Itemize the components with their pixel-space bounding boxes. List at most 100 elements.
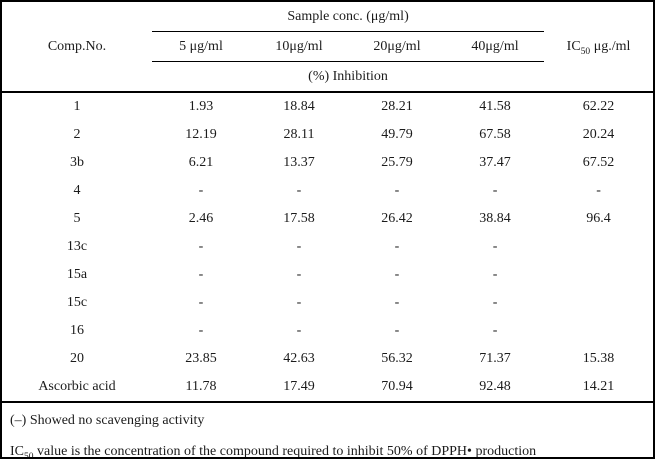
ic50-cell: 67.52 bbox=[582, 155, 615, 170]
ic50-cell: 14.21 bbox=[544, 373, 653, 403]
table-row: 5 2.46 17.58 26.42 38.84 96.4 bbox=[2, 205, 653, 233]
value-cell: 56.32 bbox=[381, 351, 413, 366]
table-row: 4 - - - - - bbox=[2, 177, 653, 205]
value-cell: - bbox=[296, 295, 302, 310]
comp-cell: 13c bbox=[66, 239, 88, 254]
value-cell: 37.47 bbox=[479, 155, 511, 170]
value-cell: 23.85 bbox=[185, 351, 217, 366]
value-cell: - bbox=[394, 183, 400, 198]
comp-cell: 20 bbox=[70, 351, 84, 366]
table-row: 16 - - - - bbox=[2, 317, 653, 345]
ic50-unit: μg./ml bbox=[590, 38, 631, 54]
value-cell: 67.58 bbox=[479, 127, 511, 142]
value-cell: 25.79 bbox=[381, 155, 413, 170]
value-cell: 41.58 bbox=[479, 99, 511, 114]
ic50-text: IC bbox=[566, 38, 581, 54]
comp-cell: 16 bbox=[70, 323, 84, 338]
footnote-no-activity: (–) Showed no scavenging activity bbox=[10, 413, 205, 428]
footnote-ic50-prefix: IC bbox=[10, 444, 24, 459]
ic50-cell: - bbox=[596, 183, 601, 198]
table-body: 1 1.93 18.84 28.21 41.58 62.22 2 12.19 2… bbox=[2, 92, 653, 403]
table-row: 15c - - - - bbox=[2, 289, 653, 317]
value-cell: 18.84 bbox=[283, 99, 315, 114]
comp-cell: 15c bbox=[66, 295, 88, 310]
comp-cell: 5 bbox=[73, 211, 81, 226]
table-row: Ascorbic acid 11.78 17.49 70.94 92.48 14… bbox=[2, 373, 653, 403]
value-cell: - bbox=[198, 239, 204, 254]
column-header-comp-no: Comp.No. bbox=[2, 2, 152, 93]
comp-cell: 2 bbox=[73, 127, 81, 142]
table-row: 1 1.93 18.84 28.21 41.58 62.22 bbox=[2, 92, 653, 121]
value-cell: - bbox=[394, 239, 400, 254]
ic50-cell: 15.38 bbox=[582, 351, 615, 366]
ic50-cell: 62.22 bbox=[582, 99, 615, 114]
comp-cell: 15a bbox=[66, 267, 88, 282]
value-cell: - bbox=[296, 323, 302, 338]
value-cell: 71.37 bbox=[479, 351, 511, 366]
value-cell: - bbox=[492, 239, 498, 254]
footnote-ic50-definition: IC50 value is the concentration of the c… bbox=[10, 443, 643, 459]
value-cell: - bbox=[198, 323, 204, 338]
value-cell: - bbox=[296, 239, 302, 254]
value-cell: 28.11 bbox=[283, 127, 315, 142]
value-cell: - bbox=[492, 295, 498, 310]
value-cell: 17.49 bbox=[250, 373, 348, 403]
table-row: 2 12.19 28.11 49.79 67.58 20.24 bbox=[2, 121, 653, 149]
column-header-conc-40: 40μg/ml bbox=[446, 31, 545, 62]
header-row-inhibition: (%) Inhibition bbox=[2, 61, 653, 93]
value-cell: 13.37 bbox=[283, 155, 315, 170]
table-footnotes: (–) Showed no scavenging activity IC50 v… bbox=[2, 403, 653, 459]
value-cell: 42.63 bbox=[283, 351, 315, 366]
value-cell: 70.94 bbox=[348, 373, 446, 403]
comp-cell: Ascorbic acid bbox=[2, 373, 152, 403]
inhibition-label: (%) Inhibition bbox=[152, 61, 545, 93]
value-cell: 11.78 bbox=[152, 373, 250, 403]
value-cell: 12.19 bbox=[185, 127, 217, 142]
value-cell: 92.48 bbox=[446, 373, 545, 403]
ic50-cell bbox=[544, 317, 653, 345]
table-header: Comp.No. Sample conc. (μg/ml) IC50 μg./m… bbox=[2, 2, 653, 93]
value-cell: - bbox=[394, 295, 400, 310]
value-cell: 26.42 bbox=[381, 211, 413, 226]
value-cell: - bbox=[394, 323, 400, 338]
footnote-ic50-text: value is the concentration of the compou… bbox=[33, 444, 537, 459]
ic50-cell: 96.4 bbox=[586, 211, 611, 226]
value-cell: - bbox=[198, 267, 204, 282]
column-header-conc-20: 20μg/ml bbox=[348, 31, 446, 62]
value-cell: 2.46 bbox=[188, 211, 214, 226]
ic50-cell: 20.24 bbox=[582, 127, 615, 142]
header-row-spanner: Comp.No. Sample conc. (μg/ml) IC50 μg./m… bbox=[2, 2, 653, 93]
ic50-cell bbox=[544, 233, 653, 261]
value-cell: 49.79 bbox=[381, 127, 413, 142]
column-header-conc-10: 10μg/ml bbox=[250, 31, 348, 62]
value-cell: 38.84 bbox=[479, 211, 511, 226]
value-cell: - bbox=[492, 323, 498, 338]
comp-cell: 4 bbox=[73, 183, 81, 198]
value-cell: - bbox=[394, 267, 400, 282]
column-header-conc-5: 5 μg/ml bbox=[152, 31, 250, 62]
value-cell: - bbox=[492, 183, 498, 198]
table-row: 15a - - - - bbox=[2, 261, 653, 289]
column-header-ic50: IC50 μg./ml bbox=[544, 2, 653, 93]
value-cell: 17.58 bbox=[283, 211, 315, 226]
table-row: 20 23.85 42.63 56.32 71.37 15.38 bbox=[2, 345, 653, 373]
comp-cell: 3b bbox=[70, 155, 84, 170]
value-cell: 28.21 bbox=[381, 99, 413, 114]
ic50-cell bbox=[544, 289, 653, 317]
comp-cell: 1 bbox=[73, 99, 81, 114]
value-cell: - bbox=[198, 295, 204, 310]
ic50-subscript: 50 bbox=[580, 46, 591, 57]
value-cell: 1.93 bbox=[188, 99, 214, 114]
value-cell: - bbox=[198, 183, 204, 198]
inhibition-data-table: Comp.No. Sample conc. (μg/ml) IC50 μg./m… bbox=[2, 2, 653, 403]
table-row: 3b 6.21 13.37 25.79 37.47 67.52 bbox=[2, 149, 653, 177]
value-cell: - bbox=[492, 267, 498, 282]
footnote-ic50-subscript: 50 bbox=[24, 451, 34, 459]
header-row-concentrations: 5 μg/ml 10μg/ml 20μg/ml 40μg/ml bbox=[2, 31, 653, 62]
column-group-sample-conc: Sample conc. (μg/ml) bbox=[152, 2, 545, 32]
ic50-cell bbox=[544, 261, 653, 289]
table-row: 13c - - - - bbox=[2, 233, 653, 261]
value-cell: 6.21 bbox=[188, 155, 214, 170]
value-cell: - bbox=[296, 267, 302, 282]
